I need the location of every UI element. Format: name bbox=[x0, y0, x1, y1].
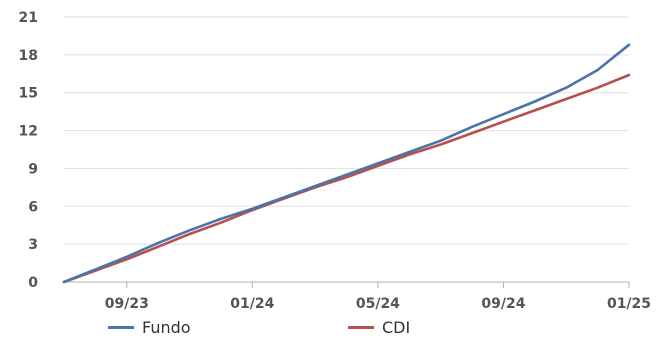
legend-item-fundo: Fundo bbox=[108, 318, 191, 337]
y-tick-label: 12 bbox=[19, 124, 38, 140]
y-tick-label: 9 bbox=[28, 161, 38, 177]
y-tick-label: 15 bbox=[19, 86, 38, 102]
series-lines bbox=[62, 43, 631, 284]
series-line-fundo bbox=[62, 43, 631, 284]
legend-label-cdi: CDI bbox=[382, 318, 411, 337]
x-axis: 09/23 01/24 05/24 09/24 01/25 bbox=[64, 281, 651, 312]
legend-swatch-fundo bbox=[108, 326, 134, 329]
line-chart: 0 3 6 9 12 15 18 21 09/23 01/24 05/24 09/24 01/25 bbox=[19, 10, 652, 312]
legend-item-cdi: CDI bbox=[348, 318, 410, 337]
y-tick-label: 0 bbox=[28, 275, 38, 291]
legend: Fundo CDI bbox=[0, 318, 671, 348]
x-tick-label: 01/25 bbox=[607, 296, 651, 312]
y-axis-ticks: 0 3 6 9 12 15 18 21 bbox=[19, 10, 39, 291]
legend-label-fundo: Fundo bbox=[142, 318, 191, 337]
x-tick-label: 01/24 bbox=[230, 296, 274, 312]
y-tick-label: 18 bbox=[19, 48, 38, 64]
gridlines bbox=[64, 16, 629, 245]
legend-swatch-cdi bbox=[348, 326, 374, 329]
y-tick-label: 21 bbox=[19, 10, 38, 26]
y-tick-label: 6 bbox=[28, 199, 38, 215]
x-tick-label: 09/24 bbox=[481, 296, 525, 312]
series-line-cdi bbox=[62, 73, 631, 284]
y-tick-label: 3 bbox=[28, 237, 38, 253]
x-tick-label: 05/24 bbox=[356, 296, 400, 312]
x-tick-label: 09/23 bbox=[105, 296, 149, 312]
